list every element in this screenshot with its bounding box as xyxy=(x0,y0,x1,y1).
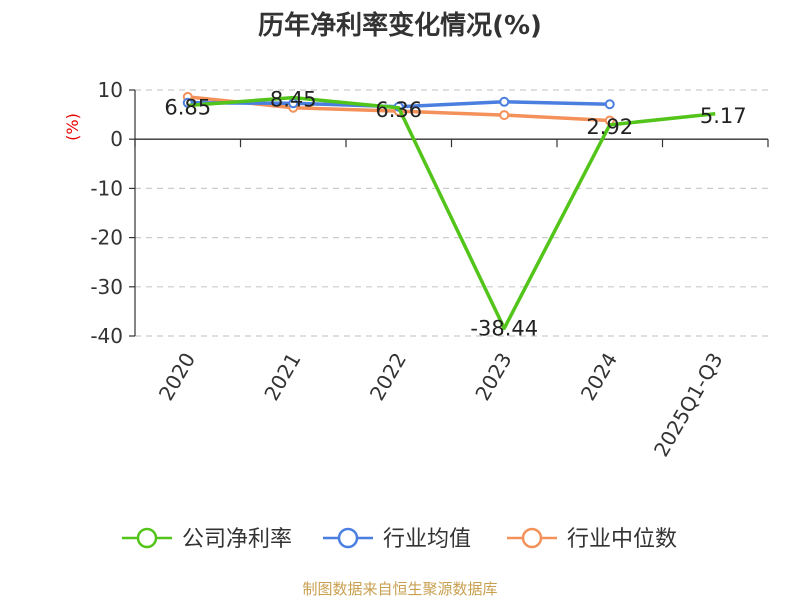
x-tick-label: 2020 xyxy=(154,349,200,405)
x-tick-label: 2021 xyxy=(259,349,305,405)
series-0 xyxy=(187,95,716,331)
legend-label: 行业均值 xyxy=(383,527,471,552)
data-label: 6.85 xyxy=(164,95,211,119)
y-tick-label: 10 xyxy=(98,78,123,102)
series-lines xyxy=(182,91,716,331)
series-point xyxy=(499,110,510,121)
chart-title: 历年净利率变化情况(%) xyxy=(258,10,542,41)
legend-item: 行业均值 xyxy=(323,527,471,552)
data-labels: 6.85 8.45 6.36 -38.44 2.92 5.17 xyxy=(164,88,746,341)
legend-label: 公司净利率 xyxy=(182,527,292,552)
y-tick-label: -10 xyxy=(90,176,123,200)
grid-lines xyxy=(135,89,768,337)
legend-item: 行业中位数 xyxy=(507,527,677,552)
data-label: 5.17 xyxy=(700,104,747,128)
y-tick-label: -20 xyxy=(90,226,123,250)
legend-marker xyxy=(521,527,543,549)
x-tick-label: 2023 xyxy=(470,349,516,405)
x-tick-label: 2022 xyxy=(365,349,411,405)
legend-marker xyxy=(136,527,158,549)
y-axis-label: (%) xyxy=(63,113,82,141)
y-tick-label: -30 xyxy=(90,275,123,299)
data-label: 8.45 xyxy=(270,88,317,112)
y-tick-label: -40 xyxy=(90,324,123,348)
data-label: 6.36 xyxy=(375,98,422,122)
data-label: 2.92 xyxy=(586,115,633,139)
data-label: -38.44 xyxy=(470,316,538,340)
x-tick-label: 2024 xyxy=(576,349,622,405)
legend-label: 行业中位数 xyxy=(567,527,677,552)
y-tick-label: 0 xyxy=(110,127,123,151)
x-tick-label: 2025Q1-Q3 xyxy=(649,349,728,461)
legend-item: 公司净利率 xyxy=(122,527,292,552)
series-point xyxy=(604,99,615,110)
series-point xyxy=(499,96,510,107)
series-line xyxy=(187,95,716,331)
axes: 10 0 -10 -20 -30 -40 2020 2021 2022 2023 2024 2025Q… xyxy=(90,78,769,461)
legend: 公司净利率 行业均值 行业中位数 xyxy=(122,527,677,552)
legend-marker xyxy=(337,527,359,549)
source-note: 制图数据来自恒生聚源数据库 xyxy=(302,580,497,598)
